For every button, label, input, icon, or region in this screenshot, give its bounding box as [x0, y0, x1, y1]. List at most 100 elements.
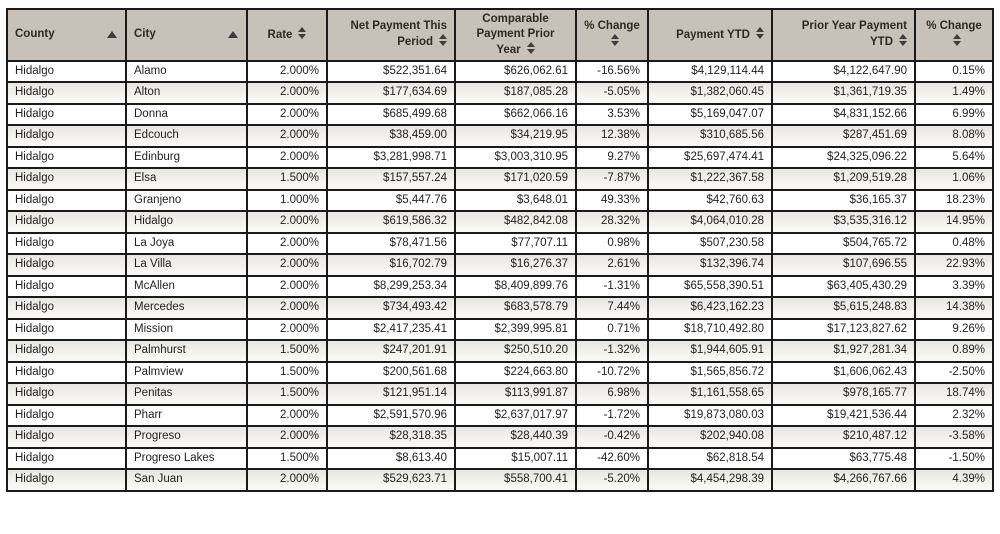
cell-city: Pharr [125, 403, 248, 428]
cell-rate: 2.000% [246, 317, 328, 342]
cell-pct-change-period: -1.31% [575, 274, 649, 299]
cell-pct-change-ytd: 22.93% [914, 253, 994, 277]
cell-pct-change-ytd: 1.49% [914, 81, 994, 105]
column-header-payment-ytd[interactable]: Payment YTD [647, 8, 773, 62]
cell-payment-ytd: $4,129,114.44 [647, 59, 773, 84]
cell-county: Hidalgo [6, 145, 127, 170]
cell-payment-ytd: $25,697,474.41 [647, 145, 773, 170]
cell-pct-change-period: -1.72% [575, 403, 649, 428]
cell-comparable-payment-prior-year: $3,003,310.95 [454, 145, 577, 170]
cell-city: Mercedes [125, 296, 248, 320]
cell-prior-year-payment-ytd: $1,927,281.34 [771, 339, 916, 363]
cell-pct-change-period: 3.53% [575, 102, 649, 127]
cell-pct-change-period: 6.98% [575, 382, 649, 406]
column-header-label: Payment YTD [676, 28, 750, 41]
cell-city: Alamo [125, 59, 248, 84]
cell-prior-year-payment-ytd: $4,266,767.66 [771, 468, 916, 492]
cell-rate: 2.000% [246, 468, 328, 492]
cell-comparable-payment-prior-year: $28,440.39 [454, 425, 577, 449]
column-header-label: County [15, 28, 55, 41]
cell-comparable-payment-prior-year: $171,020.59 [454, 167, 577, 191]
cell-net-payment-this-period: $200,561.68 [326, 360, 456, 385]
cell-pct-change-period: 7.44% [575, 296, 649, 320]
cell-pct-change-ytd: 1.06% [914, 167, 994, 191]
cell-prior-year-payment-ytd: $287,451.69 [771, 124, 916, 148]
cell-comparable-payment-prior-year: $224,663.80 [454, 360, 577, 385]
cell-city: McAllen [125, 274, 248, 299]
column-header-prior-year-payment-ytd[interactable]: Prior Year Payment YTD [771, 8, 916, 62]
table-row: Hidalgo Progreso 2.000% $28,318.35 $28,440.3… [6, 425, 994, 449]
column-header-pct-change-ytd[interactable]: % Change [914, 8, 994, 62]
cell-pct-change-period: 2.61% [575, 253, 649, 277]
cell-comparable-payment-prior-year: $34,219.95 [454, 124, 577, 148]
cell-pct-change-ytd: -2.50% [914, 360, 994, 385]
cell-county: Hidalgo [6, 317, 127, 342]
table-row: Hidalgo Hidalgo 2.000% $619,586.32 $482,842.… [6, 210, 994, 234]
cell-comparable-payment-prior-year: $683,578.79 [454, 296, 577, 320]
cell-net-payment-this-period: $157,557.24 [326, 167, 456, 191]
column-header-county[interactable]: County [6, 8, 127, 62]
cell-city: Granjeno [125, 188, 248, 213]
table-header-row: County City Rate Net Payment This Period Com… [6, 8, 994, 62]
cell-prior-year-payment-ytd: $1,209,519.28 [771, 167, 916, 191]
cell-prior-year-payment-ytd: $1,606,062.43 [771, 360, 916, 385]
cell-rate: 1.500% [246, 382, 328, 406]
cell-pct-change-period: -7.87% [575, 167, 649, 191]
cell-rate: 2.000% [246, 296, 328, 320]
column-header-net-payment-this-period[interactable]: Net Payment This Period [326, 8, 456, 62]
table-row: Hidalgo McAllen 2.000% $8,299,253.34 $8,409,… [6, 274, 994, 299]
column-header-city[interactable]: City [125, 8, 248, 62]
cell-prior-year-payment-ytd: $36,165.37 [771, 188, 916, 213]
cell-county: Hidalgo [6, 253, 127, 277]
column-header-comparable-payment-prior-year[interactable]: Comparable Payment Prior Year [454, 8, 577, 62]
cell-pct-change-ytd: 9.26% [914, 317, 994, 342]
cell-city: Donna [125, 102, 248, 127]
cell-prior-year-payment-ytd: $3,535,316.12 [771, 210, 916, 234]
cell-prior-year-payment-ytd: $5,615,248.83 [771, 296, 916, 320]
cell-prior-year-payment-ytd: $63,405,430.29 [771, 274, 916, 299]
cell-payment-ytd: $132,396.74 [647, 253, 773, 277]
cell-county: Hidalgo [6, 210, 127, 234]
cell-payment-ytd: $1,161,558.65 [647, 382, 773, 406]
column-header-label: Net Payment This Period [350, 20, 448, 49]
cell-net-payment-this-period: $5,447.76 [326, 188, 456, 213]
cell-prior-year-payment-ytd: $63,775.48 [771, 446, 916, 471]
table-row: Hidalgo Alton 2.000% $177,634.69 $187,085.28… [6, 81, 994, 105]
cell-pct-change-period: -1.32% [575, 339, 649, 363]
cell-county: Hidalgo [6, 360, 127, 385]
cell-city: Elsa [125, 167, 248, 191]
cell-pct-change-ytd: 8.08% [914, 124, 994, 148]
cell-comparable-payment-prior-year: $662,066.16 [454, 102, 577, 127]
cell-county: Hidalgo [6, 102, 127, 127]
column-header-label: Prior Year Payment YTD [801, 20, 907, 49]
payments-table-container: County City Rate Net Payment This Period Com… [6, 8, 994, 492]
cell-comparable-payment-prior-year: $2,637,017.97 [454, 403, 577, 428]
table-row: Hidalgo Penitas 1.500% $121,951.14 $113,991.… [6, 382, 994, 406]
cell-comparable-payment-prior-year: $558,700.41 [454, 468, 577, 492]
sort-ascending-icon [228, 30, 238, 38]
column-header-label: Comparable Payment Prior Year [476, 13, 555, 56]
column-header-label: % Change [584, 20, 640, 33]
cell-pct-change-period: -5.05% [575, 81, 649, 105]
sort-toggle-icon [439, 34, 447, 47]
cell-city: Penitas [125, 382, 248, 406]
cell-net-payment-this-period: $734,493.42 [326, 296, 456, 320]
cell-pct-change-ytd: 18.23% [914, 188, 994, 213]
cell-payment-ytd: $4,064,010.28 [647, 210, 773, 234]
column-header-label: Rate [267, 28, 293, 41]
cell-county: Hidalgo [6, 403, 127, 428]
column-header-rate[interactable]: Rate [246, 8, 328, 62]
cell-payment-ytd: $18,710,492.80 [647, 317, 773, 342]
cell-prior-year-payment-ytd: $504,765.72 [771, 231, 916, 256]
table-body: Hidalgo Alamo 2.000% $522,351.64 $626,062.61… [6, 59, 994, 492]
cell-net-payment-this-period: $3,281,998.71 [326, 145, 456, 170]
column-header-pct-change-period[interactable]: % Change [575, 8, 649, 62]
cell-prior-year-payment-ytd: $19,421,536.44 [771, 403, 916, 428]
cell-pct-change-period: 28.32% [575, 210, 649, 234]
cell-net-payment-this-period: $78,471.56 [326, 231, 456, 256]
table-row: Hidalgo Granjeno 1.000% $5,447.76 $3,648.01 4… [6, 188, 994, 213]
cell-county: Hidalgo [6, 339, 127, 363]
cell-pct-change-ytd: 2.32% [914, 403, 994, 428]
table-row: Hidalgo Edinburg 2.000% $3,281,998.71 $3,003… [6, 145, 994, 170]
cell-county: Hidalgo [6, 274, 127, 299]
